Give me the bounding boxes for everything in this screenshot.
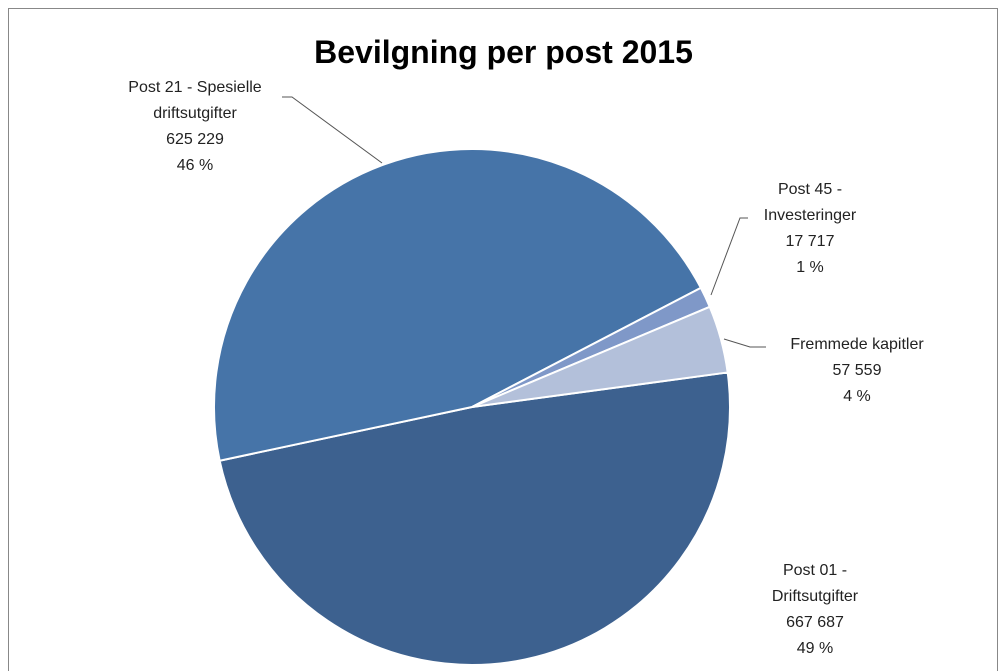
slice-label-name: Fremmede kapitler bbox=[790, 336, 924, 353]
slice-label-name: Post 45 - Investeringer bbox=[763, 181, 857, 224]
slice-label-name: Post 01 - Driftsutgifter bbox=[771, 562, 859, 605]
slice-label-percent: 4 % bbox=[843, 388, 871, 405]
slice-label-value: 17 717 bbox=[785, 233, 835, 250]
pie-slice bbox=[218, 371, 731, 666]
leader-line bbox=[282, 96, 383, 164]
slice-label: Post 45 - Investeringer 17 717 1 % bbox=[740, 177, 880, 281]
slice-label-name: Post 21 - Spesielle driftsutgifter bbox=[128, 79, 262, 122]
pie-slice bbox=[471, 305, 729, 408]
slice-label-percent: 46 % bbox=[176, 157, 214, 174]
chart-frame bbox=[8, 8, 998, 671]
slice-label: Fremmede kapitler 57 559 4 % bbox=[757, 332, 957, 410]
slice-label-value: 57 559 bbox=[832, 362, 882, 379]
slice-label-percent: 49 % bbox=[796, 640, 834, 657]
slice-label: Post 21 - Spesielle driftsutgifter 625 22… bbox=[100, 75, 290, 179]
slice-label-value: 667 687 bbox=[786, 614, 844, 631]
leader-lines bbox=[282, 96, 766, 348]
slice-label: Post 01 - Driftsutgifter 667 687 49 % bbox=[745, 558, 885, 662]
slice-label-percent: 1 % bbox=[796, 259, 824, 276]
slice-label-value: 625 229 bbox=[166, 131, 224, 148]
leader-line bbox=[723, 338, 766, 348]
pie-slice bbox=[213, 148, 703, 462]
leader-line bbox=[710, 217, 748, 296]
chart-title: Bevilgning per post 2015 bbox=[314, 34, 693, 70]
